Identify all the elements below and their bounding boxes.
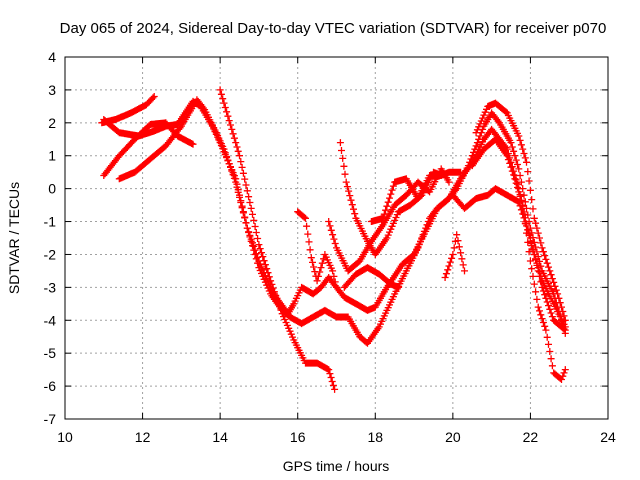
plot-frame xyxy=(64,56,609,420)
y-tick-label: -7 xyxy=(44,411,57,427)
grid-lines xyxy=(65,57,608,419)
data-point-markers xyxy=(367,172,445,225)
y-tick-label: 2 xyxy=(48,115,56,131)
series-track-d xyxy=(115,96,569,347)
data-point-markers xyxy=(100,97,569,331)
data-point-markers xyxy=(441,231,468,281)
y-tick-label: -3 xyxy=(44,279,57,295)
series-track-j xyxy=(367,172,445,225)
y-tick-label: 4 xyxy=(48,49,56,65)
data-point-markers xyxy=(115,96,569,347)
x-tick-label: 14 xyxy=(212,429,228,445)
y-tick-label: -6 xyxy=(44,378,57,394)
y-axis-label: SDTVAR / TECUs xyxy=(6,182,22,294)
series-track-n xyxy=(472,99,569,324)
series-track-m xyxy=(468,135,569,383)
x-tick-label: 20 xyxy=(445,429,461,445)
y-tick-label: 3 xyxy=(48,82,56,98)
data-point-markers xyxy=(468,135,569,383)
series-track-i xyxy=(340,264,403,291)
x-tick-label: 22 xyxy=(523,429,539,445)
data-point-markers xyxy=(472,99,569,324)
x-axis-label: GPS time / hours xyxy=(283,458,390,474)
chart-title: Day 065 of 2024, Sidereal Day-to-day VTE… xyxy=(60,20,607,37)
series-track-f xyxy=(294,208,340,291)
x-tick-label: 16 xyxy=(290,429,306,445)
data-point-markers xyxy=(340,264,403,291)
y-tick-label: 1 xyxy=(48,148,56,164)
series-track-k xyxy=(441,231,468,281)
data-series xyxy=(98,86,569,393)
y-tick-label: 0 xyxy=(48,181,56,197)
data-point-markers xyxy=(294,208,340,291)
series-track-l xyxy=(449,185,569,334)
y-tick-label: -2 xyxy=(44,246,57,262)
series-track-c xyxy=(100,119,197,179)
x-tick-label: 18 xyxy=(367,429,383,445)
x-tick-label: 10 xyxy=(57,429,73,445)
series-track-e xyxy=(216,86,339,393)
data-point-markers xyxy=(216,86,339,393)
y-tick-label: -4 xyxy=(44,312,57,328)
x-tick-label: 24 xyxy=(600,429,616,445)
data-point-markers xyxy=(100,119,197,179)
x-tick-label: 12 xyxy=(135,429,151,445)
series-track-b xyxy=(100,97,569,331)
data-point-markers xyxy=(449,185,569,334)
y-tick-label: -1 xyxy=(44,214,57,230)
y-tick-label: -5 xyxy=(44,345,57,361)
